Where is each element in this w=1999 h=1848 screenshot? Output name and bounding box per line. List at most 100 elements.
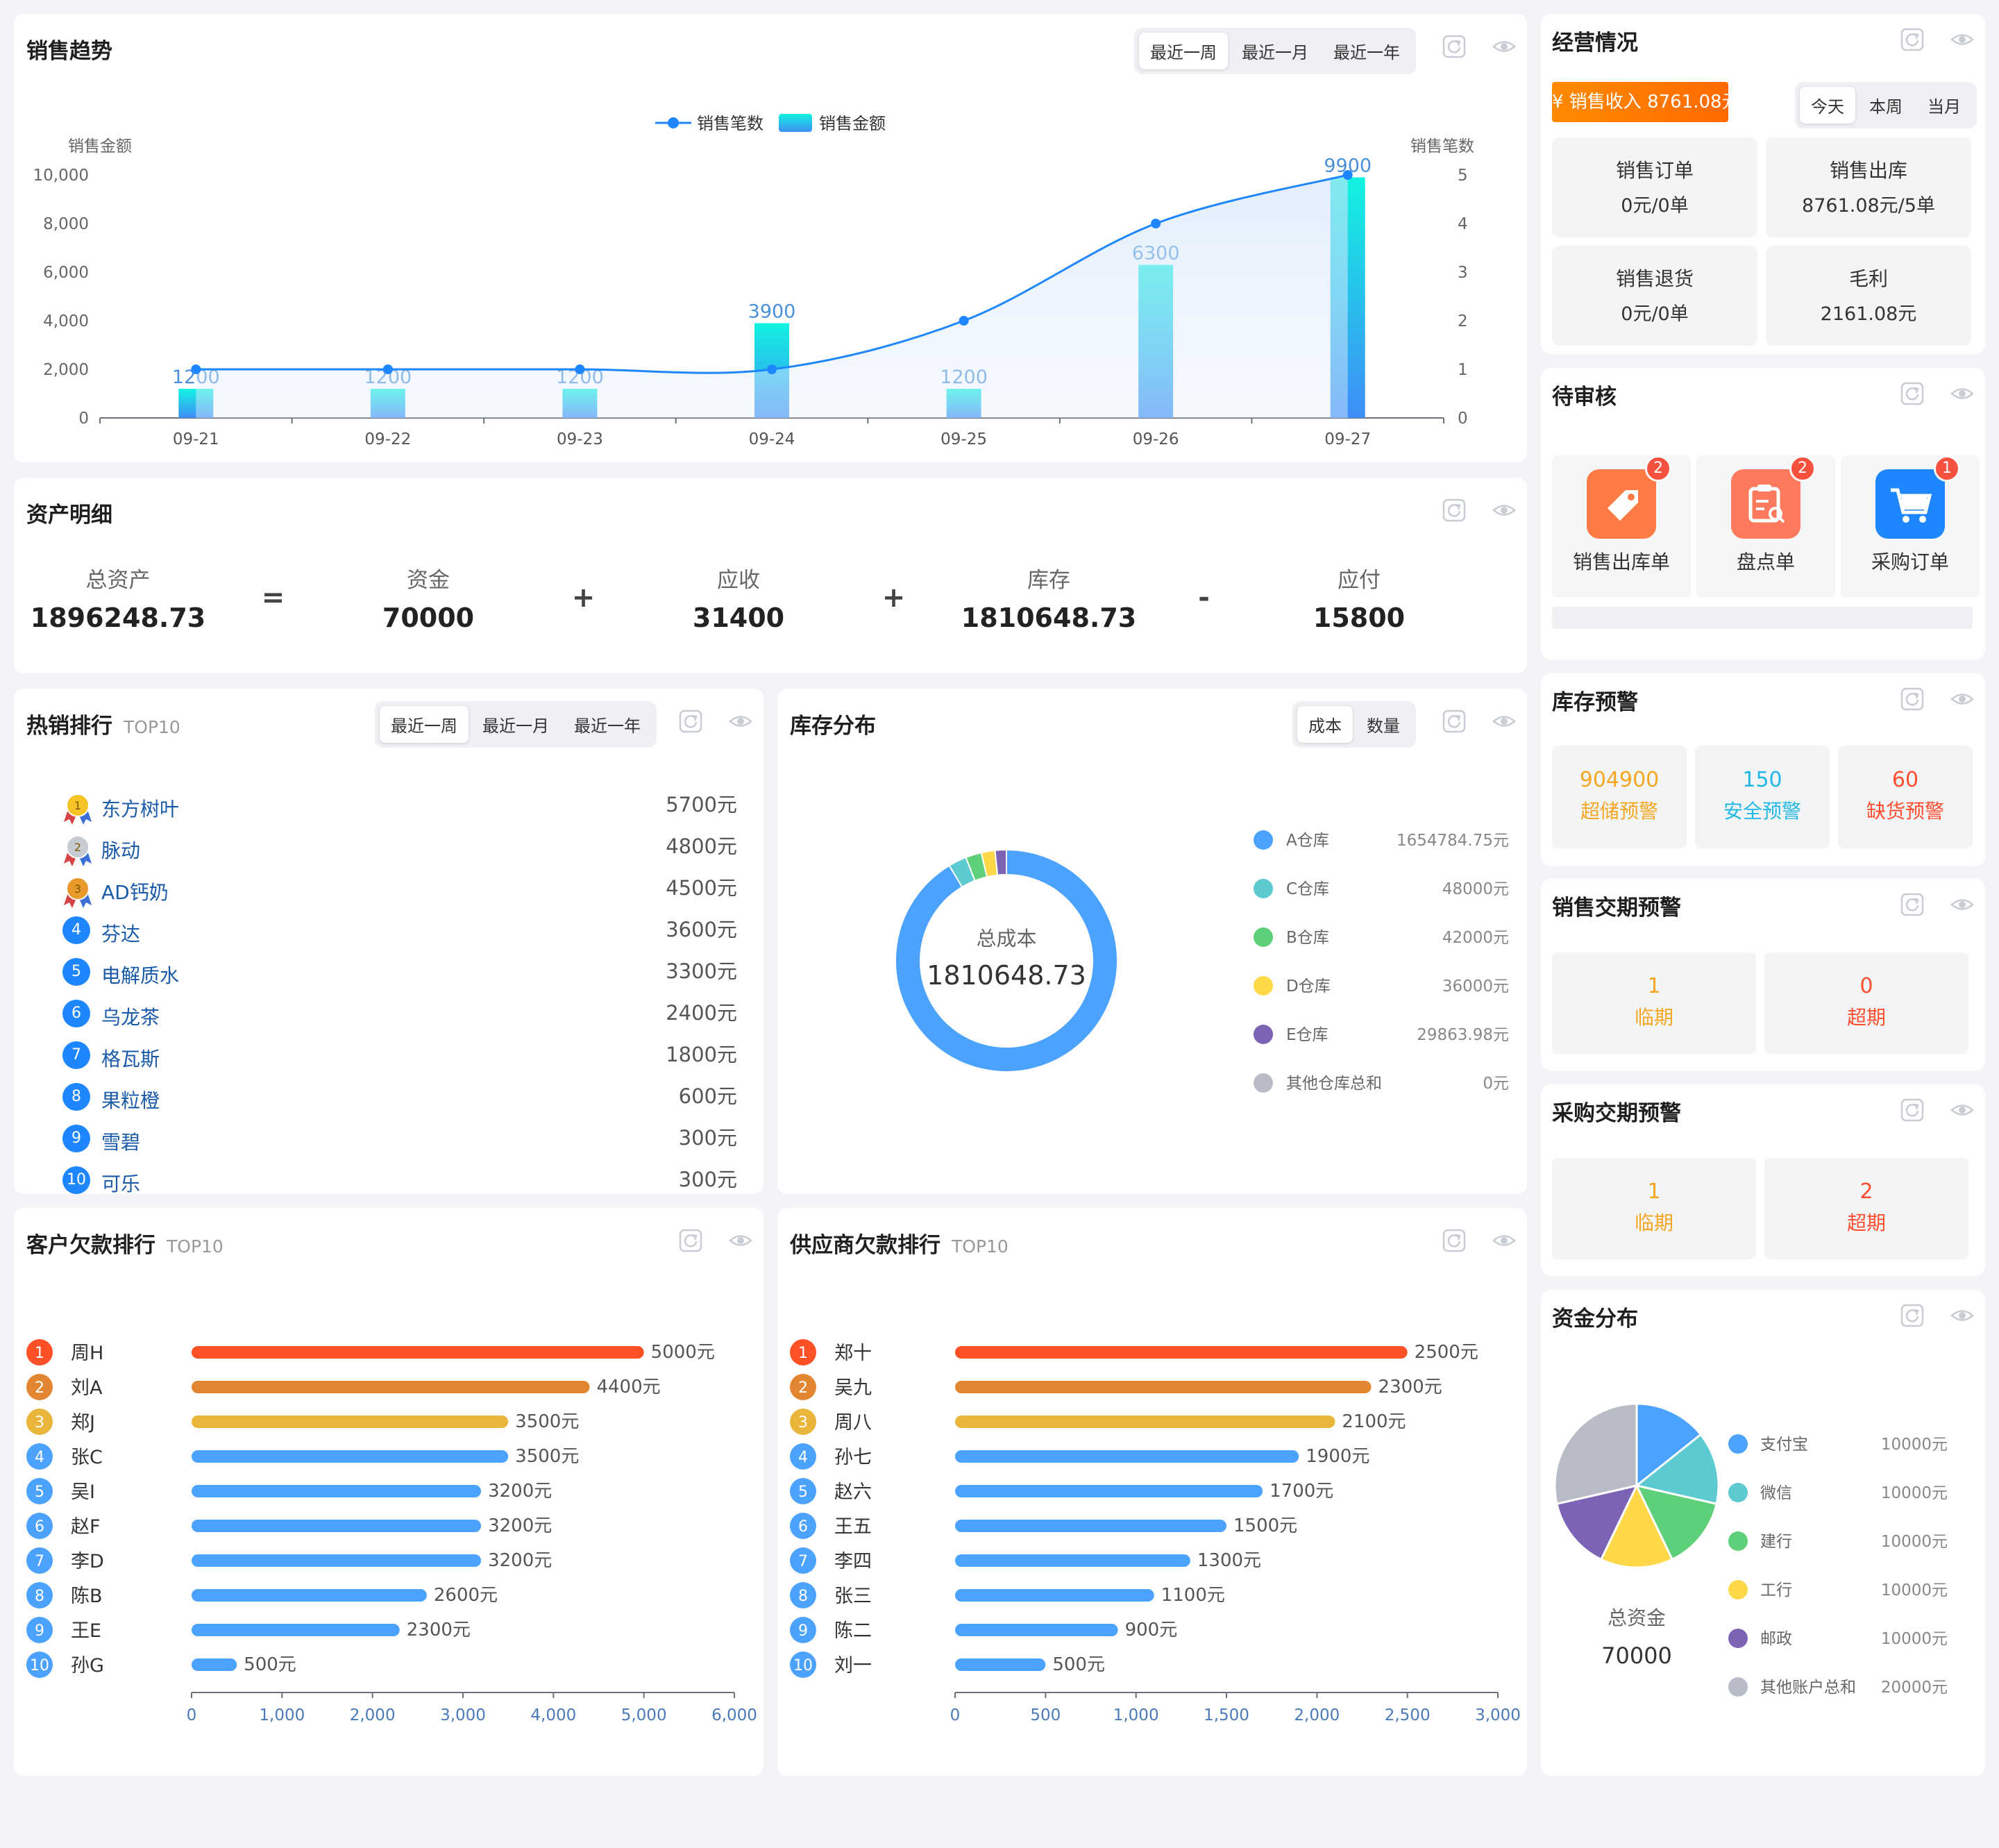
refresh-icon[interactable] bbox=[1442, 1229, 1466, 1252]
rank-badge bbox=[26, 1443, 53, 1470]
pie-center-value: 70000 bbox=[1601, 1643, 1672, 1669]
refresh-frame bbox=[1900, 28, 1924, 51]
refresh-frame bbox=[1900, 687, 1924, 711]
x-tick-label: 5,000 bbox=[621, 1706, 667, 1724]
rank-number: 6 bbox=[798, 1518, 808, 1536]
legend-label: A仓库 bbox=[1286, 832, 1329, 850]
bar bbox=[955, 1381, 1372, 1393]
fund-dist-card: 资金分布 总资金 70000 支付宝 10000元 微信 10000元 建行 10000元 工行… bbox=[1541, 1290, 1985, 1776]
refresh-frame bbox=[1900, 893, 1924, 916]
refresh-icon[interactable] bbox=[679, 1229, 702, 1252]
y-tick-label: 8,000 bbox=[43, 215, 89, 233]
refresh-arc bbox=[1905, 387, 1919, 401]
refresh-icon[interactable] bbox=[1442, 498, 1466, 522]
refresh-icon[interactable] bbox=[1900, 1098, 1924, 1122]
eye-icon[interactable] bbox=[729, 709, 752, 733]
tag-icon[interactable] bbox=[1587, 469, 1656, 539]
business-stat-value: 8761.08元/5单 bbox=[1802, 195, 1935, 217]
warning-box: 0 超期 bbox=[1764, 952, 1968, 1054]
supp-debt-card: 供应商欠款排行 TOP10 1 郑十 2500元 2 吴九 2300元 3 周八 2100元 4 孙七… bbox=[777, 1208, 1527, 1776]
tab-week[interactable]: 最近一周 bbox=[380, 706, 469, 743]
bar bbox=[192, 1416, 509, 1428]
eye-icon[interactable] bbox=[1492, 1229, 1516, 1252]
pending-item-1[interactable]: 2 销售出库单 bbox=[1552, 455, 1691, 597]
legend-label: 工行 bbox=[1760, 1581, 1792, 1599]
supp-debt-chart: 1 郑十 2500元 2 吴九 2300元 3 周八 2100元 4 孙七 1900元 5 赵六 1700元… bbox=[790, 1339, 1521, 1724]
eye-icon[interactable] bbox=[1950, 28, 1974, 51]
eye-icon[interactable] bbox=[1950, 1304, 1974, 1327]
refresh-arc bbox=[1447, 504, 1461, 517]
eye-icon[interactable] bbox=[1950, 687, 1974, 711]
refresh-icon[interactable] bbox=[1900, 687, 1924, 711]
warning-label: 超期 bbox=[1846, 1006, 1886, 1029]
refresh-icon[interactable] bbox=[1442, 709, 1466, 733]
eye-pupil bbox=[1959, 1107, 1966, 1114]
refresh-icon[interactable] bbox=[1900, 893, 1924, 916]
tab-this-month[interactable]: 当月 bbox=[1928, 97, 1961, 117]
business-stat-label: 销售订单 bbox=[1615, 159, 1694, 182]
tab-month[interactable]: 最近一月 bbox=[1242, 43, 1308, 62]
eye-pupil bbox=[1959, 696, 1966, 703]
rank-badge: 6 bbox=[62, 1000, 90, 1027]
bar-category-label: 赵六 bbox=[834, 1481, 872, 1503]
refresh-arc bbox=[1447, 1234, 1461, 1248]
legend-label: B仓库 bbox=[1286, 929, 1329, 947]
warning-label: 超期 bbox=[1846, 1211, 1886, 1234]
rank-number: 9 bbox=[798, 1622, 808, 1640]
tab-today[interactable]: 今天 bbox=[1800, 87, 1855, 124]
eye-icon[interactable] bbox=[729, 1229, 752, 1252]
bar-value-label: 3500元 bbox=[515, 1411, 579, 1432]
rank-number: 1 bbox=[35, 1345, 44, 1362]
assets-title: 资产明细 bbox=[26, 503, 112, 528]
rank-number: 10 bbox=[793, 1657, 813, 1674]
warning-label: 临期 bbox=[1634, 1006, 1673, 1029]
medal-rank: 1 bbox=[74, 799, 81, 812]
eye-icon[interactable] bbox=[1950, 382, 1974, 405]
medal-shape bbox=[66, 877, 90, 900]
inventory-icon[interactable] bbox=[1731, 469, 1800, 539]
legend-value: 1654784.75元 bbox=[1397, 832, 1509, 850]
eye-icon[interactable] bbox=[1950, 1098, 1974, 1122]
pending-item-2[interactable]: 2 盘点单 bbox=[1696, 455, 1835, 597]
medal-icon: 3 bbox=[62, 875, 92, 908]
tab-year[interactable]: 最近一年 bbox=[1333, 43, 1400, 62]
refresh-icon[interactable] bbox=[679, 709, 702, 733]
tab-week[interactable]: 最近一周 bbox=[1139, 33, 1228, 69]
legend-dot bbox=[1254, 879, 1273, 898]
asset-value: 70000 bbox=[382, 603, 475, 633]
bar-category-label: 李四 bbox=[834, 1551, 872, 1572]
refresh-icon[interactable] bbox=[1442, 35, 1466, 58]
tab-year[interactable]: 最近一年 bbox=[574, 716, 641, 736]
refresh-icon[interactable] bbox=[1900, 1304, 1924, 1327]
tab-cost[interactable]: 成本 bbox=[1297, 706, 1353, 743]
legend-label: 邮政 bbox=[1760, 1630, 1792, 1648]
x-tick-label: 4,000 bbox=[530, 1706, 576, 1724]
refresh-icon[interactable] bbox=[1900, 382, 1924, 405]
cart-icon[interactable] bbox=[1875, 469, 1945, 539]
tab-month[interactable]: 最近一月 bbox=[482, 716, 549, 736]
rank-badge bbox=[790, 1374, 816, 1400]
y2-axis-label: 销售笔数 bbox=[1410, 137, 1474, 156]
pie-slice bbox=[1555, 1484, 1639, 1561]
asset-value: 1810648.73 bbox=[961, 603, 1137, 633]
eye-icon[interactable] bbox=[1492, 35, 1516, 58]
tab-this-week[interactable]: 本周 bbox=[1869, 97, 1903, 117]
hot-item-name: 脉动 bbox=[101, 839, 141, 862]
eye-icon[interactable] bbox=[1492, 498, 1516, 522]
eye-icon[interactable] bbox=[1950, 893, 1974, 916]
warning-value: 904900 bbox=[1579, 768, 1660, 792]
eye-icon[interactable] bbox=[1492, 709, 1516, 733]
refresh-icon[interactable] bbox=[1900, 28, 1924, 51]
bar-value-label: 2300元 bbox=[1378, 1377, 1442, 1397]
tab-quantity[interactable]: 数量 bbox=[1367, 716, 1400, 736]
pending-item-3[interactable]: 1 采购订单 bbox=[1841, 455, 1980, 597]
y-axis-label: 销售金额 bbox=[68, 137, 132, 156]
rank-badge bbox=[26, 1582, 53, 1608]
pending-scrollbar[interactable] bbox=[1552, 607, 1973, 629]
eye-outline bbox=[1950, 1104, 1974, 1116]
sales-due-card: 销售交期预警 1 临期 0 超期 bbox=[1541, 879, 1985, 1070]
warning-box: 2 超期 bbox=[1764, 1158, 1968, 1259]
bar bbox=[192, 1589, 427, 1602]
rank-badge bbox=[790, 1513, 816, 1539]
warning-box: 1 临期 bbox=[1552, 1158, 1756, 1259]
